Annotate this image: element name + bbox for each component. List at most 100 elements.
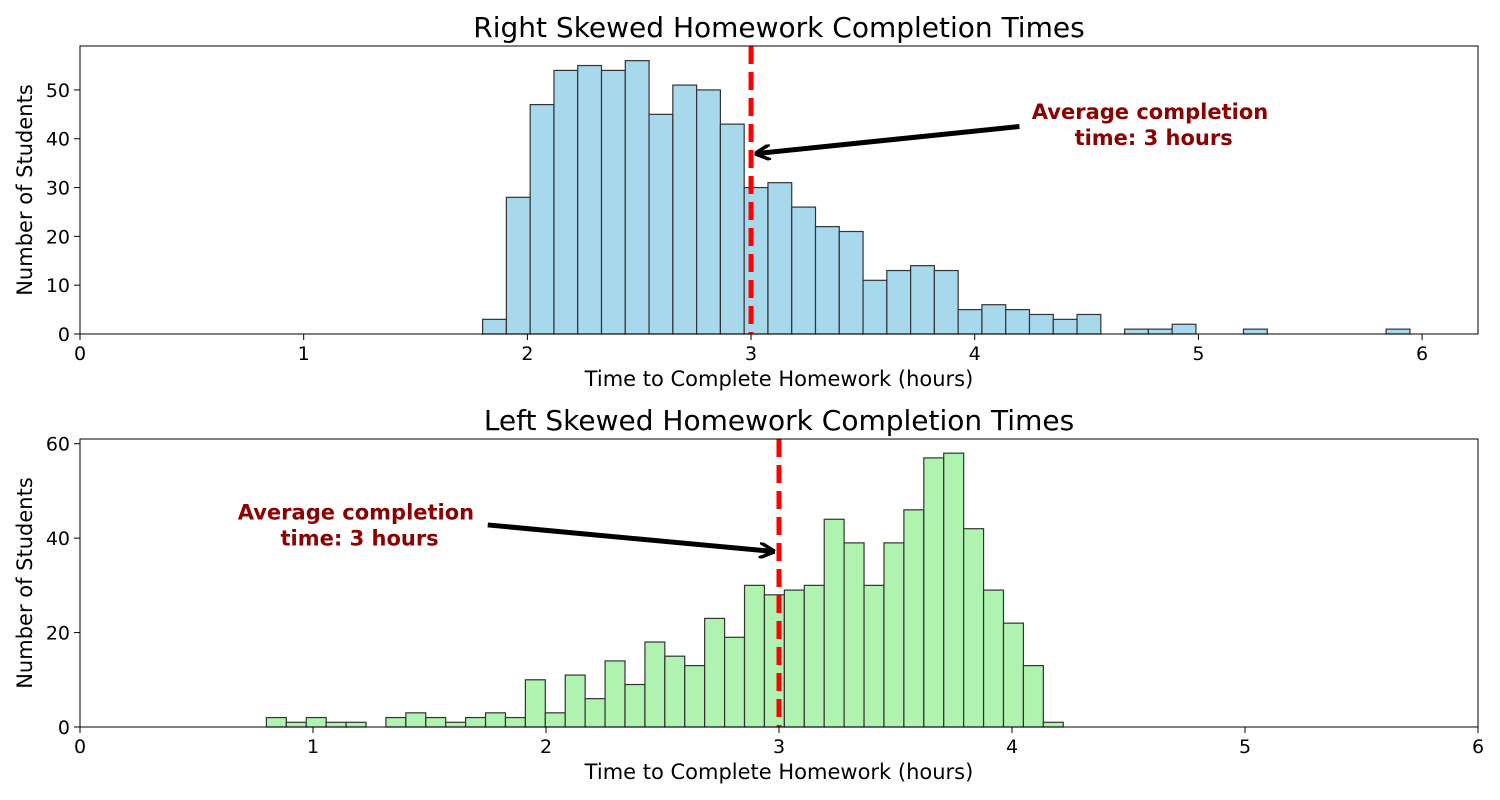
histogram-bar — [1385, 328, 1411, 335]
histogram-bar — [504, 716, 526, 728]
histogram-bar — [963, 528, 985, 728]
histogram-bar — [505, 196, 531, 335]
y-tick-label: 40 — [46, 528, 70, 550]
histogram-bar — [1242, 328, 1268, 335]
histogram-bar — [345, 721, 367, 728]
histogram-bar — [624, 60, 650, 335]
histogram-bar — [600, 69, 626, 335]
histogram-bar — [783, 589, 805, 728]
x-axis-label: Time to Complete Homework (hours) — [584, 367, 974, 391]
histogram-bar — [903, 509, 925, 728]
histogram-bar — [524, 679, 546, 728]
y-tick-label: 0 — [58, 324, 70, 346]
x-tick-label: 2 — [521, 343, 533, 365]
histogram-bar — [1042, 721, 1064, 728]
histogram-bar — [1076, 313, 1102, 335]
histogram-bar — [648, 113, 674, 335]
histogram-bar — [743, 584, 766, 728]
histogram-bar — [425, 716, 447, 728]
x-tick-label: 6 — [1472, 736, 1484, 758]
annotation-line-2: time: 3 hours — [281, 526, 439, 550]
y-axis-ticks: 0 10 20 30 40 50 — [46, 80, 80, 346]
y-tick-label: 10 — [46, 275, 70, 297]
y-axis-ticks: 0 20 40 60 — [46, 434, 80, 739]
histogram-bar — [981, 304, 1007, 335]
histogram-bar — [704, 617, 726, 728]
histogram-bar — [767, 182, 793, 335]
histogram-bar — [624, 683, 646, 728]
histogram-bar — [862, 279, 888, 335]
histogram-bar — [719, 123, 745, 335]
annotation-arrow — [487, 522, 772, 551]
histogram-bar — [644, 641, 666, 728]
y-tick-label: 60 — [46, 434, 70, 456]
histogram-bar — [604, 660, 626, 728]
y-tick-label: 20 — [46, 623, 70, 645]
histogram-bar — [933, 269, 959, 335]
histogram-bar — [325, 721, 347, 728]
histogram-bar — [743, 186, 769, 335]
histogram-bar — [696, 89, 721, 335]
annotation-text: Average completion time: 3 hours — [238, 500, 482, 550]
histogram-bar — [385, 716, 407, 728]
histogram-bar — [305, 716, 327, 728]
y-axis-label: Number of Students — [13, 477, 37, 689]
histogram-bar — [982, 589, 1005, 728]
x-tick-label: 4 — [1006, 736, 1018, 758]
histogram-bar — [1052, 318, 1078, 335]
histogram-bar — [723, 636, 746, 728]
histogram-bar — [672, 84, 698, 335]
chart-left-skewed: Left Skewed Homework Completion Times 0 1… — [13, 404, 1484, 784]
histogram-bar — [910, 265, 935, 335]
annotation-line-1: Average completion — [238, 500, 474, 524]
x-axis-ticks: 0 1 2 3 4 5 6 — [74, 334, 1428, 365]
y-tick-label: 30 — [46, 178, 70, 200]
histogram-bar — [843, 542, 865, 728]
histogram-bars — [482, 60, 1411, 335]
y-tick-label: 50 — [46, 80, 70, 102]
chart-title: Right Skewed Homework Completion Times — [473, 11, 1084, 44]
histogram-bar — [484, 712, 507, 728]
histogram-bar — [886, 269, 912, 335]
x-tick-label: 0 — [74, 736, 86, 758]
annotation-arrow — [758, 124, 1020, 154]
histogram-bar — [684, 665, 706, 728]
histogram-bar — [564, 674, 586, 728]
histogram-bar — [923, 457, 945, 728]
x-tick-label: 3 — [773, 736, 785, 758]
histogram-bar — [1171, 323, 1197, 335]
histogram-bar — [1002, 622, 1025, 728]
annotation-text: Average completion time: 3 hours — [1032, 100, 1276, 150]
histogram-bar — [405, 712, 427, 728]
histogram-bars — [265, 452, 1064, 728]
histogram-bar — [863, 584, 885, 728]
histogram-bar — [1124, 328, 1149, 335]
x-tick-label: 1 — [298, 343, 310, 365]
histogram-bar — [838, 230, 864, 335]
histogram-bar — [465, 716, 487, 728]
histogram-bar — [1005, 308, 1031, 335]
annotation-line-2: time: 3 hours — [1075, 126, 1233, 150]
histogram-bar — [544, 712, 566, 728]
histogram-bar — [957, 308, 983, 335]
histogram-bar — [584, 698, 606, 728]
histogram-bar — [943, 452, 965, 728]
x-tick-label: 0 — [74, 343, 86, 365]
histogram-bar — [445, 721, 467, 728]
histogram-bar — [803, 584, 825, 728]
histogram-bar — [1028, 313, 1054, 335]
chart-right-skewed: Right Skewed Homework Completion Times 0… — [13, 11, 1479, 391]
y-tick-label: 0 — [58, 717, 70, 739]
x-axis-ticks: 0 1 2 3 4 5 6 — [74, 727, 1484, 758]
histogram-bar — [823, 518, 845, 728]
histogram-bar — [791, 206, 817, 335]
histogram-bar — [529, 103, 555, 335]
chart-title: Left Skewed Homework Completion Times — [484, 404, 1074, 437]
y-tick-label: 20 — [46, 226, 70, 248]
plot-frame — [79, 45, 1479, 335]
histogram-bar — [883, 542, 905, 728]
histogram-bar — [1022, 665, 1044, 728]
histogram-bar — [664, 655, 686, 728]
annotation-line-1: Average completion — [1032, 100, 1268, 124]
histogram-bar — [577, 64, 603, 335]
